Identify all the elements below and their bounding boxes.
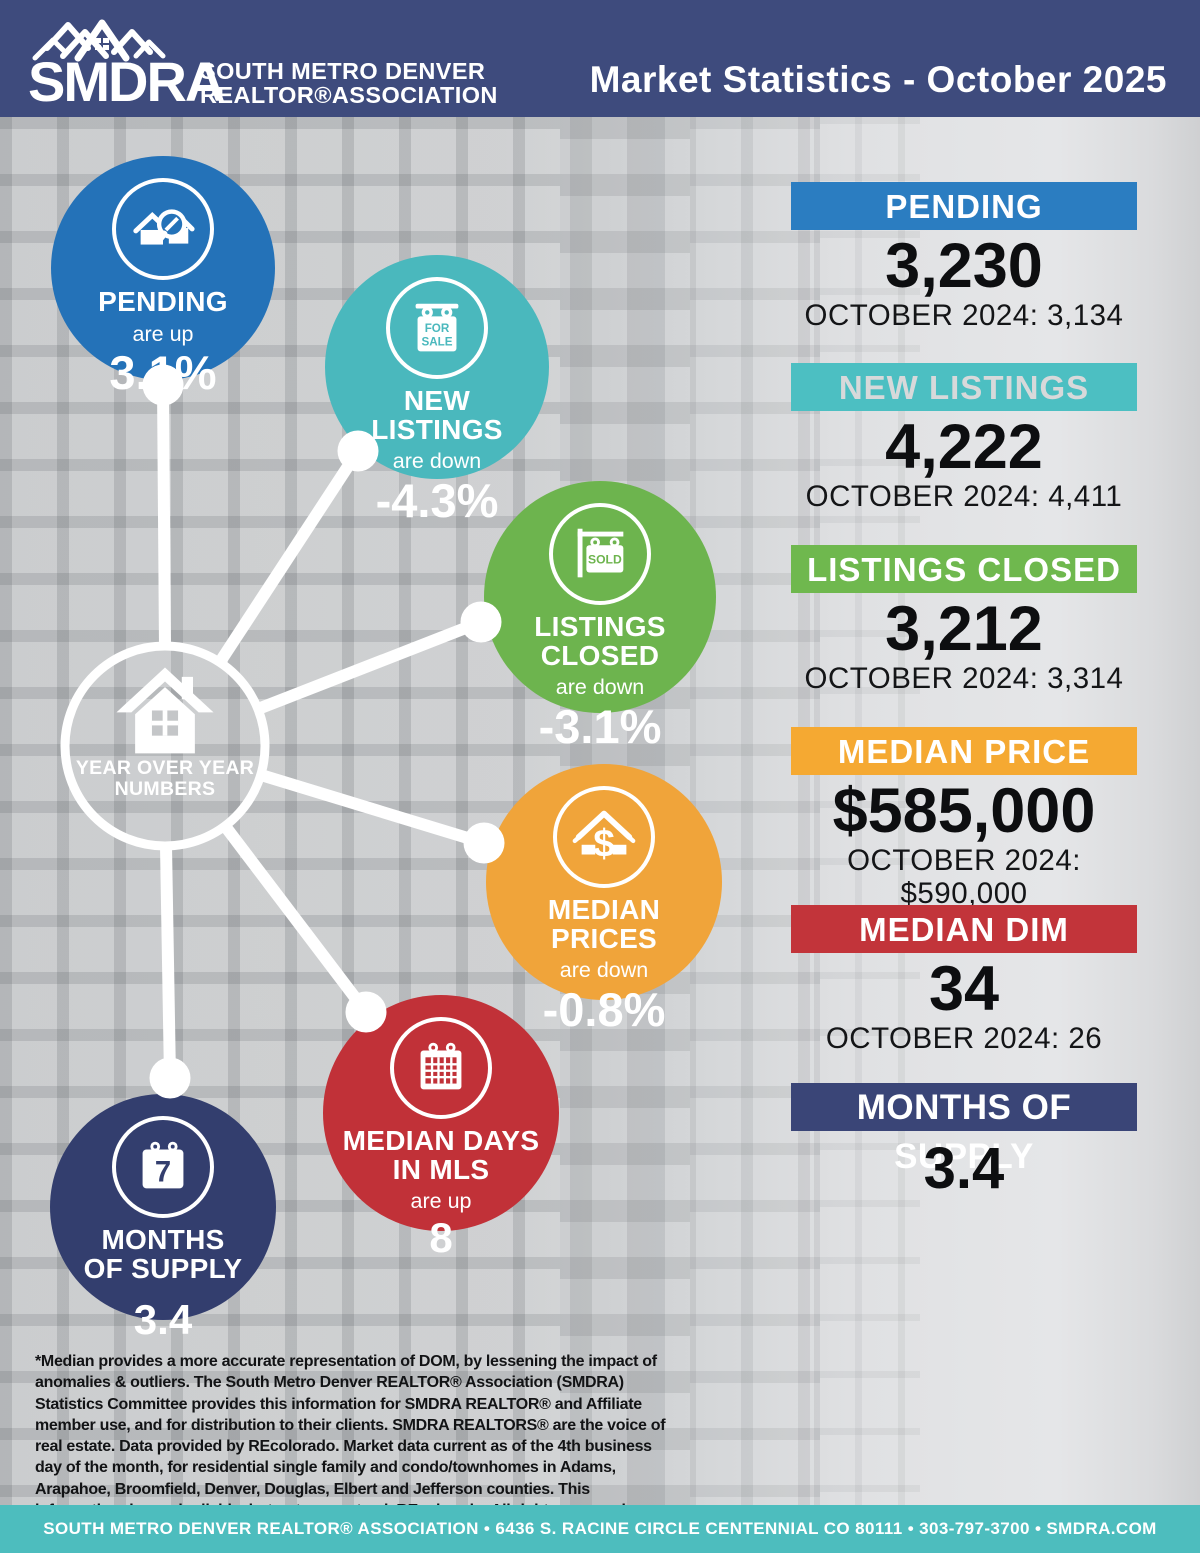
bubble-new-listings: FOR SALE NEW LISTINGS are down -4.3% xyxy=(325,255,549,525)
page-title: Market Statistics - October 2025 xyxy=(589,59,1167,100)
bubble-value: -4.3% xyxy=(375,473,499,527)
bubble-value: 3.4 xyxy=(133,1296,193,1344)
stat-block-months-of-supply: MONTHS OF SUPPLY 3.4 xyxy=(791,1083,1137,1201)
stat-value: 3.4 xyxy=(923,1136,1005,1201)
bubble-median-prices: $ MEDIAN PRICES are down -0.8% xyxy=(486,764,722,1034)
bubble-label: CLOSED xyxy=(540,639,660,671)
hub-year-over-year: YEAR OVER YEAR NUMBERS xyxy=(65,646,265,846)
stat-header: NEW LISTINGS xyxy=(791,363,1137,411)
svg-text:7: 7 xyxy=(155,1157,171,1189)
bubble-label: MEDIAN DAYS xyxy=(342,1125,540,1156)
footer-bar: SOUTH METRO DENVER REALTOR® ASSOCIATION … xyxy=(0,1505,1200,1553)
mountains-icon xyxy=(32,19,166,62)
for-sale-sign-icon: FOR SALE xyxy=(386,277,488,379)
hub-label: YEAR OVER YEAR NUMBERS xyxy=(75,757,255,801)
logo-subtitle: SOUTH METRO DENVER REALTOR®ASSOCIATION xyxy=(200,58,498,108)
sold-sign-icon: SOLD xyxy=(549,503,651,605)
house-search-icon xyxy=(112,178,214,280)
stat-value: 4,222 xyxy=(885,412,1043,482)
logo-acronym: SMDRA xyxy=(28,50,225,113)
svg-text:SALE: SALE xyxy=(421,336,452,349)
smdra-logo: SMDRA SOUTH METRO DENVER REALTOR®ASSOCIA… xyxy=(28,8,498,110)
stat-header: MEDIAN PRICE xyxy=(791,727,1137,775)
stat-value: 34 xyxy=(928,954,1000,1024)
bubble-label: IN MLS xyxy=(392,1153,490,1185)
bubble-label: LISTINGS xyxy=(534,611,666,642)
bubble-value: 8 xyxy=(429,1213,453,1261)
stat-block-listings-closed: LISTINGS CLOSED 3,212 OCTOBER 2024: 3,31… xyxy=(791,545,1137,696)
svg-text:FOR: FOR xyxy=(425,322,450,335)
bubble-direction: are up xyxy=(132,321,194,346)
bubble-label: NEW xyxy=(403,385,471,416)
bubble-pending: PENDING are up 3.1% xyxy=(51,156,275,397)
stat-value: 3,212 xyxy=(885,594,1043,664)
bubble-label: LISTINGS xyxy=(371,413,503,445)
bubble-direction: are down xyxy=(559,958,649,983)
stat-block-median-dim: MEDIAN DIM 34 OCTOBER 2024: 26 xyxy=(791,905,1137,1056)
svg-text:$: $ xyxy=(593,822,615,865)
bubble-listings-closed: SOLD LISTINGS CLOSED are down -3.1% xyxy=(484,481,716,751)
stat-prior-year: OCTOBER 2024: 3,314 xyxy=(804,662,1124,696)
footer-contact-text: SOUTH METRO DENVER REALTOR® ASSOCIATION … xyxy=(43,1519,1157,1538)
bubble-direction: are down xyxy=(392,449,482,474)
stat-header: MEDIAN DIM xyxy=(791,905,1137,953)
stat-header: MONTHS OF SUPPLY xyxy=(791,1083,1137,1176)
bubble-direction: are down xyxy=(555,675,645,700)
stat-prior-year: OCTOBER 2024: 26 xyxy=(825,1022,1103,1056)
stat-block-new-listings: NEW LISTINGS 4,222 OCTOBER 2024: 4,411 xyxy=(791,363,1137,514)
svg-text:SOLD: SOLD xyxy=(588,553,622,567)
stat-header: LISTINGS CLOSED xyxy=(791,545,1137,593)
stat-prior-year: OCTOBER 2024: 4,411 xyxy=(805,480,1123,514)
calendar-7-icon: 7 xyxy=(112,1116,214,1218)
bubble-value: -3.1% xyxy=(538,699,662,753)
disclaimer-text: *Median provides a more accurate represe… xyxy=(35,1353,666,1519)
calendar-grid-icon xyxy=(390,1017,492,1119)
bubble-label: MEDIAN xyxy=(547,894,661,925)
bubble-direction: are up xyxy=(410,1189,472,1214)
bubble-label: MONTHS xyxy=(101,1224,225,1255)
bubble-label: PENDING xyxy=(98,286,228,317)
stat-block-median-price: MEDIAN PRICE $585,000 OCTOBER 2024: $590… xyxy=(791,727,1137,910)
bubble-label: PRICES xyxy=(550,922,658,954)
bubble-label: OF SUPPLY xyxy=(83,1252,243,1284)
bubble-median-days-in-mls: MEDIAN DAYS IN MLS are up 8 xyxy=(323,995,559,1259)
stat-prior-year: OCTOBER 2024: 3,134 xyxy=(804,299,1124,333)
stat-value: 3,230 xyxy=(885,231,1043,301)
bubble-value: -0.8% xyxy=(542,982,666,1036)
bubble-value: 3.1% xyxy=(109,346,217,400)
stat-value: $585,000 xyxy=(832,776,1096,846)
house-dollar-icon: $ xyxy=(553,786,655,888)
stat-prior-year: OCTOBER 2024: $590,000 xyxy=(847,844,1081,910)
stat-block-pending: PENDING 3,230 OCTOBER 2024: 3,134 xyxy=(791,182,1137,333)
stat-header: PENDING xyxy=(791,182,1137,230)
house-icon xyxy=(116,667,214,754)
header-bar: SMDRA SOUTH METRO DENVER REALTOR®ASSOCIA… xyxy=(0,0,1200,117)
bubble-months-of-supply: 7 MONTHS OF SUPPLY 3.4 xyxy=(50,1094,276,1342)
